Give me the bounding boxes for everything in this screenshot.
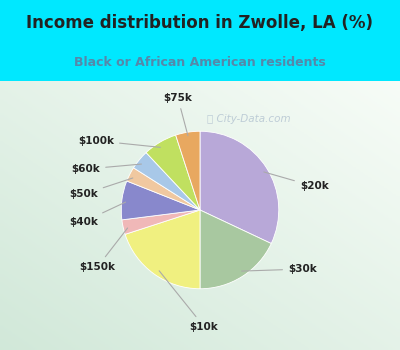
Wedge shape: [176, 131, 200, 210]
Text: $30k: $30k: [242, 264, 317, 274]
Text: $150k: $150k: [80, 228, 128, 272]
Text: Income distribution in Zwolle, LA (%): Income distribution in Zwolle, LA (%): [26, 14, 374, 32]
Wedge shape: [125, 210, 200, 289]
Text: $75k: $75k: [164, 93, 192, 136]
Text: $50k: $50k: [69, 178, 133, 199]
Text: ⓘ City-Data.com: ⓘ City-Data.com: [207, 114, 291, 124]
Wedge shape: [200, 131, 279, 244]
Wedge shape: [200, 210, 271, 289]
Text: $40k: $40k: [69, 202, 126, 227]
Text: $60k: $60k: [72, 164, 142, 174]
Text: $20k: $20k: [264, 172, 328, 191]
Text: $100k: $100k: [78, 136, 160, 147]
Wedge shape: [127, 168, 200, 210]
Wedge shape: [121, 181, 200, 220]
Wedge shape: [134, 153, 200, 210]
Text: Black or African American residents: Black or African American residents: [74, 56, 326, 69]
Wedge shape: [146, 135, 200, 210]
Wedge shape: [122, 210, 200, 235]
Text: $10k: $10k: [159, 271, 218, 331]
